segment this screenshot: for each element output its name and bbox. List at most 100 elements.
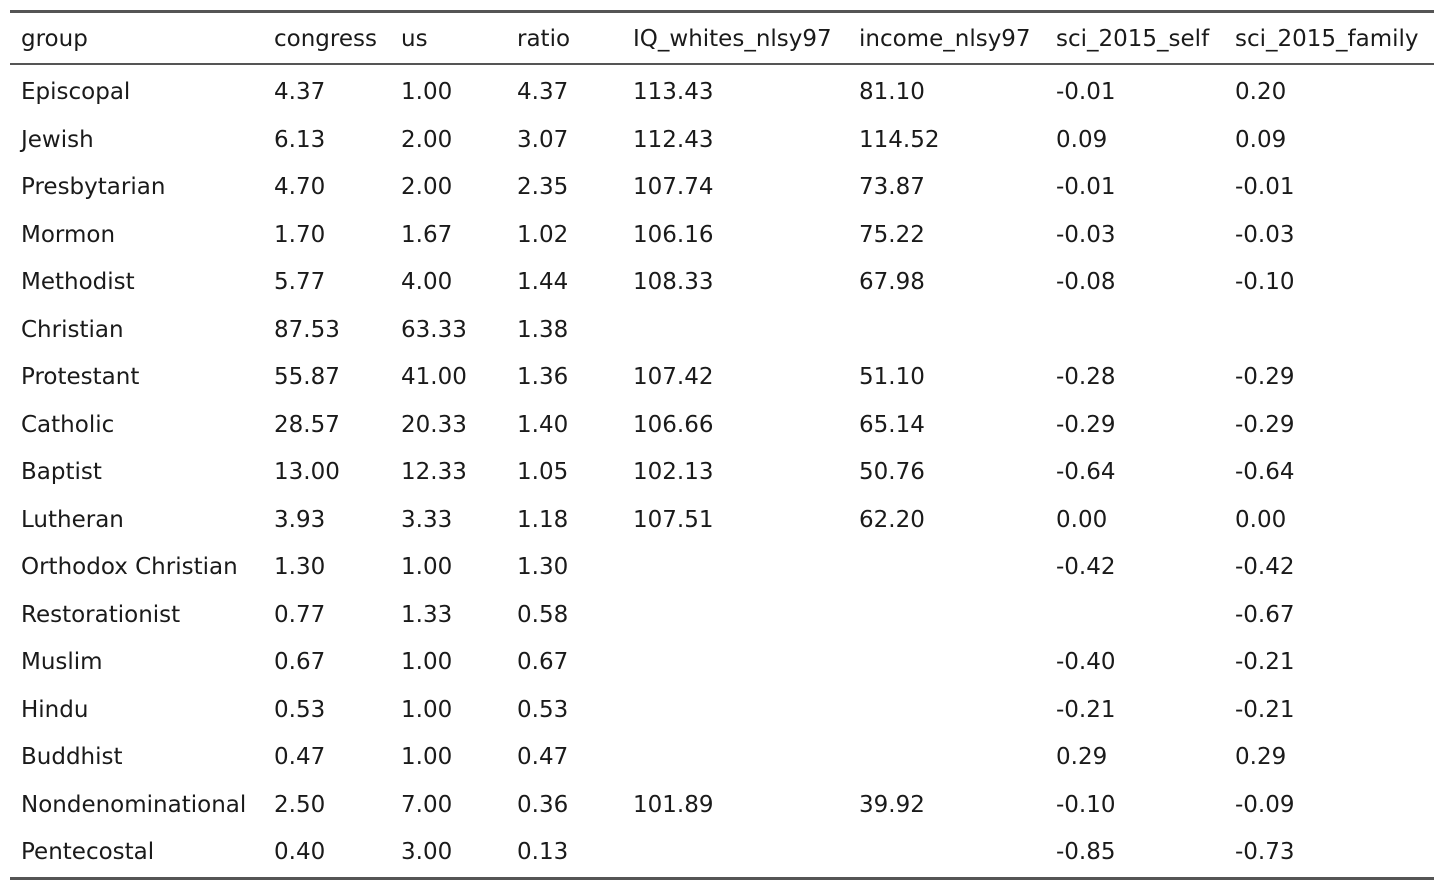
cell-group: Restorationist (21, 601, 181, 628)
cell-us: 1.33 (401, 601, 453, 628)
cell-iq-whites-nlsy97 (622, 544, 848, 592)
table-top-rule (10, 10, 1434, 13)
cell-sci-2015-family: -0.03 (1235, 221, 1295, 248)
cell-group: Nondenominational (21, 791, 247, 818)
cell-group: Muslim (21, 649, 103, 675)
data-table: group congress us ratio IQ_whites_nlsy97… (10, 13, 1434, 63)
data-table-body: Episcopal 4.37 1.00 4.37 113.43 81.10 -0.01 0.2… (10, 65, 1434, 877)
table-header-row: group congress us ratio IQ_whites_nlsy97… (10, 13, 1434, 63)
cell-sci-2015-self: -0.01 (1056, 174, 1116, 200)
data-table-container: group congress us ratio IQ_whites_nlsy97… (10, 10, 1434, 880)
cell-income-nlsy97 (848, 639, 1045, 687)
cell-income-nlsy97 (848, 307, 1045, 355)
table-row: Catholic 28.57 20.33 1.40 106.66 65.14 -0.29 -0… (10, 402, 1434, 450)
column-header-sci-2015-self: sci_2015_self (1056, 26, 1210, 52)
cell-iq-whites-nlsy97: 113.43 (633, 79, 714, 105)
cell-iq-whites-nlsy97: 107.74 (633, 174, 714, 200)
cell-group: Christian (21, 316, 124, 343)
cell-us: 1.00 (401, 554, 453, 580)
cell-sci-2015-self (1045, 592, 1224, 640)
table-row: Muslim 0.67 1.00 0.67 -0.40 -0.21 (10, 639, 1434, 687)
table-row: Jewish 6.13 2.00 3.07 112.43 114.52 0.09 0.09 (10, 117, 1434, 165)
cell-sci-2015-family: 0.09 (1235, 126, 1287, 153)
cell-ratio: 1.02 (517, 221, 569, 248)
cell-us: 2.00 (401, 126, 453, 153)
cell-iq-whites-nlsy97 (622, 639, 848, 687)
cell-sci-2015-self (1045, 307, 1224, 355)
cell-sci-2015-self: -0.85 (1056, 839, 1116, 865)
cell-sci-2015-self: -0.42 (1056, 554, 1116, 580)
cell-ratio: 0.58 (517, 601, 569, 628)
table-row: Nondenominational 2.50 7.00 0.36 101.89 39.92… (10, 782, 1434, 830)
table-row: Orthodox Christian 1.30 1.00 1.30 -0.42 -0.42 (10, 544, 1434, 592)
cell-congress: 0.47 (274, 744, 326, 770)
cell-congress: 87.53 (274, 316, 340, 343)
cell-ratio: 1.40 (517, 411, 569, 438)
cell-sci-2015-self: 0.29 (1056, 744, 1108, 770)
cell-us: 41.00 (401, 364, 467, 390)
cell-sci-2015-family: -0.09 (1235, 791, 1295, 818)
cell-congress: 3.93 (274, 506, 326, 533)
cell-sci-2015-self: 0.00 (1056, 506, 1108, 533)
cell-ratio: 1.18 (517, 506, 569, 533)
cell-us: 63.33 (401, 316, 467, 343)
cell-group: Lutheran (21, 506, 124, 533)
cell-income-nlsy97 (848, 592, 1045, 640)
table-row: Presbytarian 4.70 2.00 2.35 107.74 73.87 -0.01… (10, 164, 1434, 212)
cell-group: Jewish (21, 126, 94, 153)
cell-sci-2015-self: -0.29 (1056, 411, 1116, 438)
cell-group: Episcopal (21, 79, 131, 105)
cell-income-nlsy97: 73.87 (859, 174, 925, 200)
table-row: Christian 87.53 63.33 1.38 (10, 307, 1434, 355)
column-header-income-nlsy97: income_nlsy97 (859, 26, 1031, 52)
column-header-group: group (21, 26, 88, 52)
table-row: Pentecostal 0.40 3.00 0.13 -0.85 -0.73 (10, 829, 1434, 877)
cell-group: Presbytarian (21, 174, 166, 200)
cell-income-nlsy97: 51.10 (859, 364, 925, 390)
table-header-rule (10, 63, 1434, 65)
cell-iq-whites-nlsy97: 106.16 (633, 221, 714, 248)
cell-ratio: 3.07 (517, 126, 569, 153)
cell-us: 3.33 (401, 506, 453, 533)
cell-income-nlsy97: 62.20 (859, 506, 925, 533)
cell-group: Baptist (21, 459, 102, 485)
cell-sci-2015-self: -0.64 (1056, 459, 1116, 485)
cell-sci-2015-self: -0.28 (1056, 364, 1116, 390)
cell-congress: 4.37 (274, 79, 326, 105)
table-row: Baptist 13.00 12.33 1.05 102.13 50.76 -0.64 -0.… (10, 449, 1434, 497)
cell-congress: 6.13 (274, 126, 326, 153)
cell-ratio: 0.47 (517, 744, 569, 770)
cell-group: Hindu (21, 696, 89, 723)
cell-group: Orthodox Christian (21, 554, 238, 580)
cell-iq-whites-nlsy97: 112.43 (633, 126, 714, 153)
cell-congress: 2.50 (274, 791, 326, 818)
cell-sci-2015-family: -0.21 (1235, 649, 1295, 675)
table-row: Buddhist 0.47 1.00 0.47 0.29 0.29 (10, 734, 1434, 782)
cell-group: Methodist (21, 269, 135, 295)
cell-us: 1.00 (401, 649, 453, 675)
cell-iq-whites-nlsy97 (622, 307, 848, 355)
cell-sci-2015-family: 0.00 (1235, 506, 1287, 533)
cell-sci-2015-self: -0.21 (1056, 696, 1116, 723)
cell-iq-whites-nlsy97 (622, 734, 848, 782)
table-row: Mormon 1.70 1.67 1.02 106.16 75.22 -0.03 -0.03 (10, 212, 1434, 260)
cell-income-nlsy97 (848, 544, 1045, 592)
cell-congress: 5.77 (274, 269, 326, 295)
cell-sci-2015-family: -0.73 (1235, 839, 1295, 865)
cell-sci-2015-family (1224, 307, 1434, 355)
cell-income-nlsy97: 75.22 (859, 221, 925, 248)
cell-ratio: 2.35 (517, 174, 569, 200)
cell-sci-2015-self: -0.08 (1056, 269, 1116, 295)
cell-sci-2015-family: 0.29 (1235, 744, 1287, 770)
cell-ratio: 0.67 (517, 649, 569, 675)
cell-congress: 13.00 (274, 459, 340, 485)
cell-sci-2015-family: -0.29 (1235, 411, 1295, 438)
cell-sci-2015-self: -0.03 (1056, 221, 1116, 248)
cell-congress: 0.77 (274, 601, 326, 628)
cell-us: 1.00 (401, 744, 453, 770)
cell-iq-whites-nlsy97: 107.51 (633, 506, 714, 533)
cell-sci-2015-family: 0.20 (1235, 79, 1287, 105)
cell-iq-whites-nlsy97 (622, 592, 848, 640)
column-header-iq-whites-nlsy97: IQ_whites_nlsy97 (633, 26, 832, 52)
table-row: Episcopal 4.37 1.00 4.37 113.43 81.10 -0.01 0.2… (10, 65, 1434, 117)
